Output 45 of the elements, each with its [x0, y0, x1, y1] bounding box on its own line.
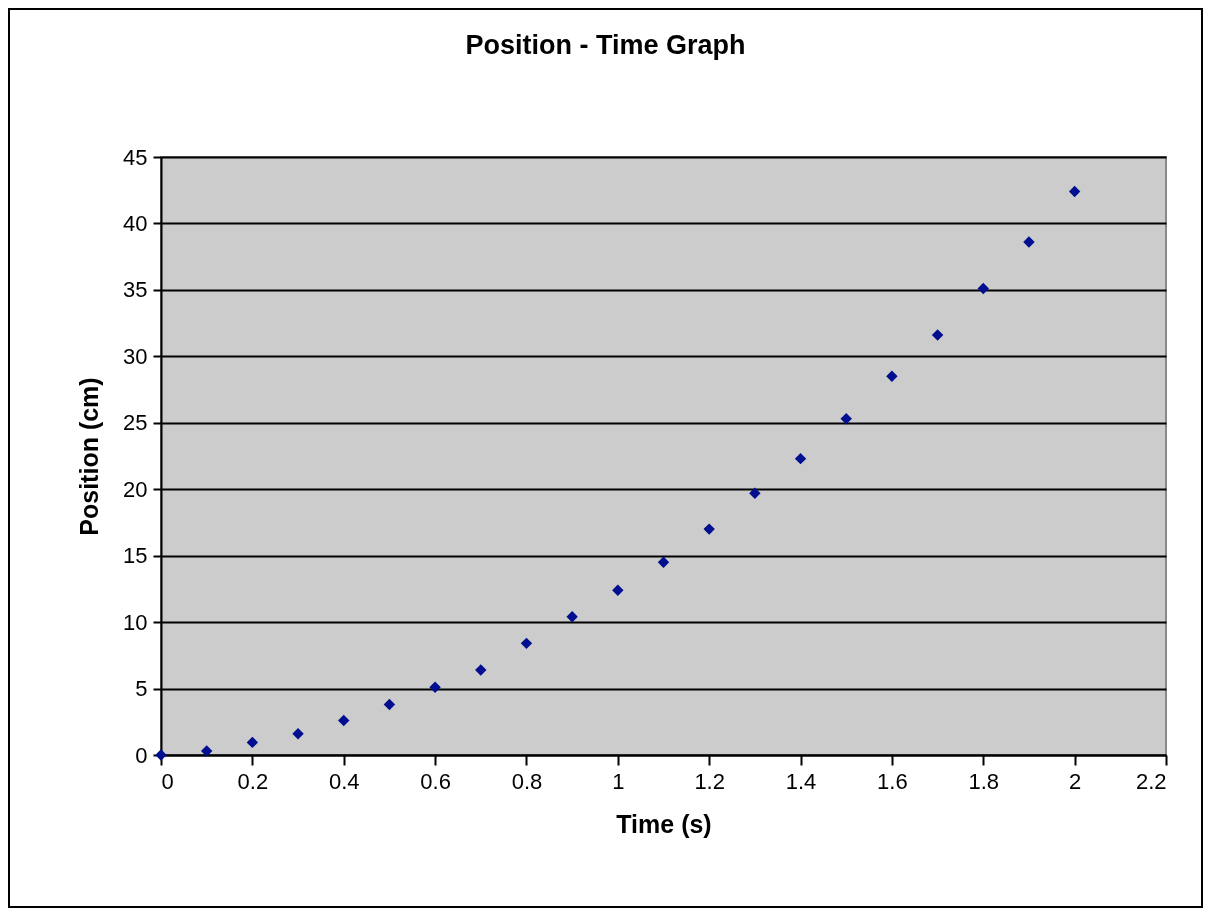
point [1023, 236, 1035, 248]
x-tick-label: 0.2 [237, 768, 269, 794]
y-tick-label: 35 [123, 277, 148, 303]
point [1068, 185, 1081, 198]
point [429, 681, 441, 693]
x-tick-label: 2.2 [1135, 768, 1167, 794]
x-tick-label: 1.6 [877, 768, 908, 794]
point [338, 714, 350, 727]
point [475, 664, 487, 676]
point [886, 370, 898, 382]
x-axis-title: Time (s) [616, 809, 712, 838]
point [612, 584, 624, 596]
y-tick-label: 25 [123, 410, 148, 436]
y-tick-label: 30 [123, 343, 148, 369]
point [840, 413, 852, 425]
y-axis-title: Position (cm) [75, 377, 104, 536]
y-tick-label: 45 [123, 144, 148, 170]
point [657, 556, 670, 569]
y-tick-label: 40 [123, 210, 148, 236]
point [931, 329, 944, 341]
x-tick-label: 1.4 [785, 768, 817, 794]
x-tick-label: 0 [161, 768, 174, 794]
x-tick-label: 1.8 [968, 768, 1000, 794]
x-tick-label: 1.2 [694, 768, 725, 794]
point [703, 523, 715, 535]
point [977, 282, 989, 295]
y-tick-label: 10 [123, 609, 148, 635]
x-tick-label: 0.4 [328, 768, 360, 794]
y-tick-label: 5 [135, 676, 148, 702]
point [749, 487, 761, 499]
point [246, 736, 259, 749]
y-tick-label: 0 [135, 742, 148, 768]
y-tick-label: 15 [123, 543, 148, 569]
x-tick-label: 1 [612, 768, 625, 794]
point [520, 637, 533, 650]
y-tick-label: 20 [123, 476, 148, 502]
point [383, 698, 396, 711]
x-tick-label: 0.8 [511, 768, 543, 794]
point [200, 745, 213, 757]
point [292, 728, 304, 740]
x-tick-label: 0.6 [420, 768, 451, 794]
point [794, 452, 807, 465]
point [566, 611, 578, 623]
x-tick-label: 2 [1069, 768, 1082, 794]
chart-title: Position - Time Graph [465, 30, 746, 60]
